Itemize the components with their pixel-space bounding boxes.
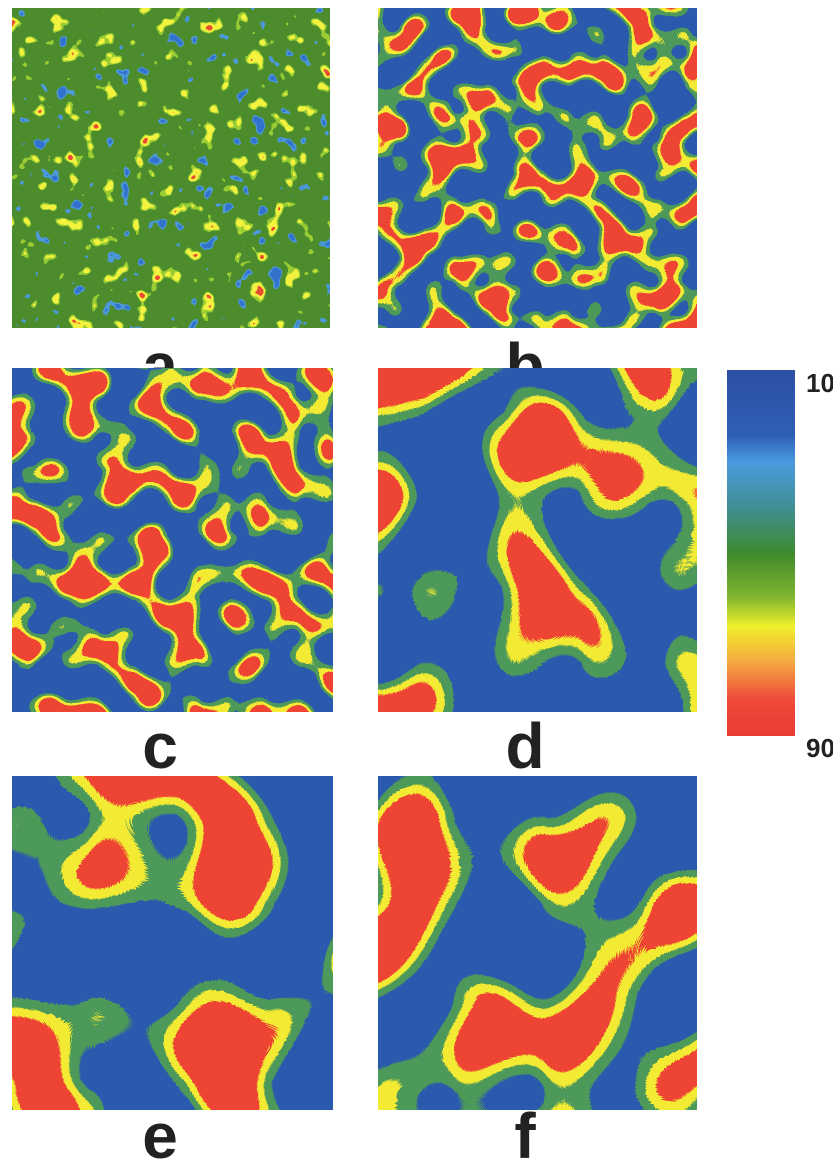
pattern-image <box>378 368 697 712</box>
colorbar-tick: 90 <box>806 733 833 763</box>
pattern-image <box>12 368 333 712</box>
panels: a b c d e f <box>12 8 697 1164</box>
panel: b <box>378 8 697 402</box>
pattern-image <box>378 8 697 328</box>
panel-label: d <box>505 710 544 782</box>
panel-label: c <box>142 710 178 782</box>
panel: e <box>12 776 333 1164</box>
panel: f <box>378 776 697 1164</box>
pattern-image <box>12 776 333 1110</box>
panel-label: e <box>142 1100 178 1164</box>
panel: d <box>378 368 697 782</box>
panel: a <box>12 8 330 402</box>
pattern-image <box>378 776 697 1110</box>
panel-label: f <box>514 1100 536 1164</box>
colorbar-tick: 10 <box>806 368 833 398</box>
colorbar <box>727 370 795 736</box>
panel: c <box>12 368 333 782</box>
pattern-image <box>12 8 330 328</box>
